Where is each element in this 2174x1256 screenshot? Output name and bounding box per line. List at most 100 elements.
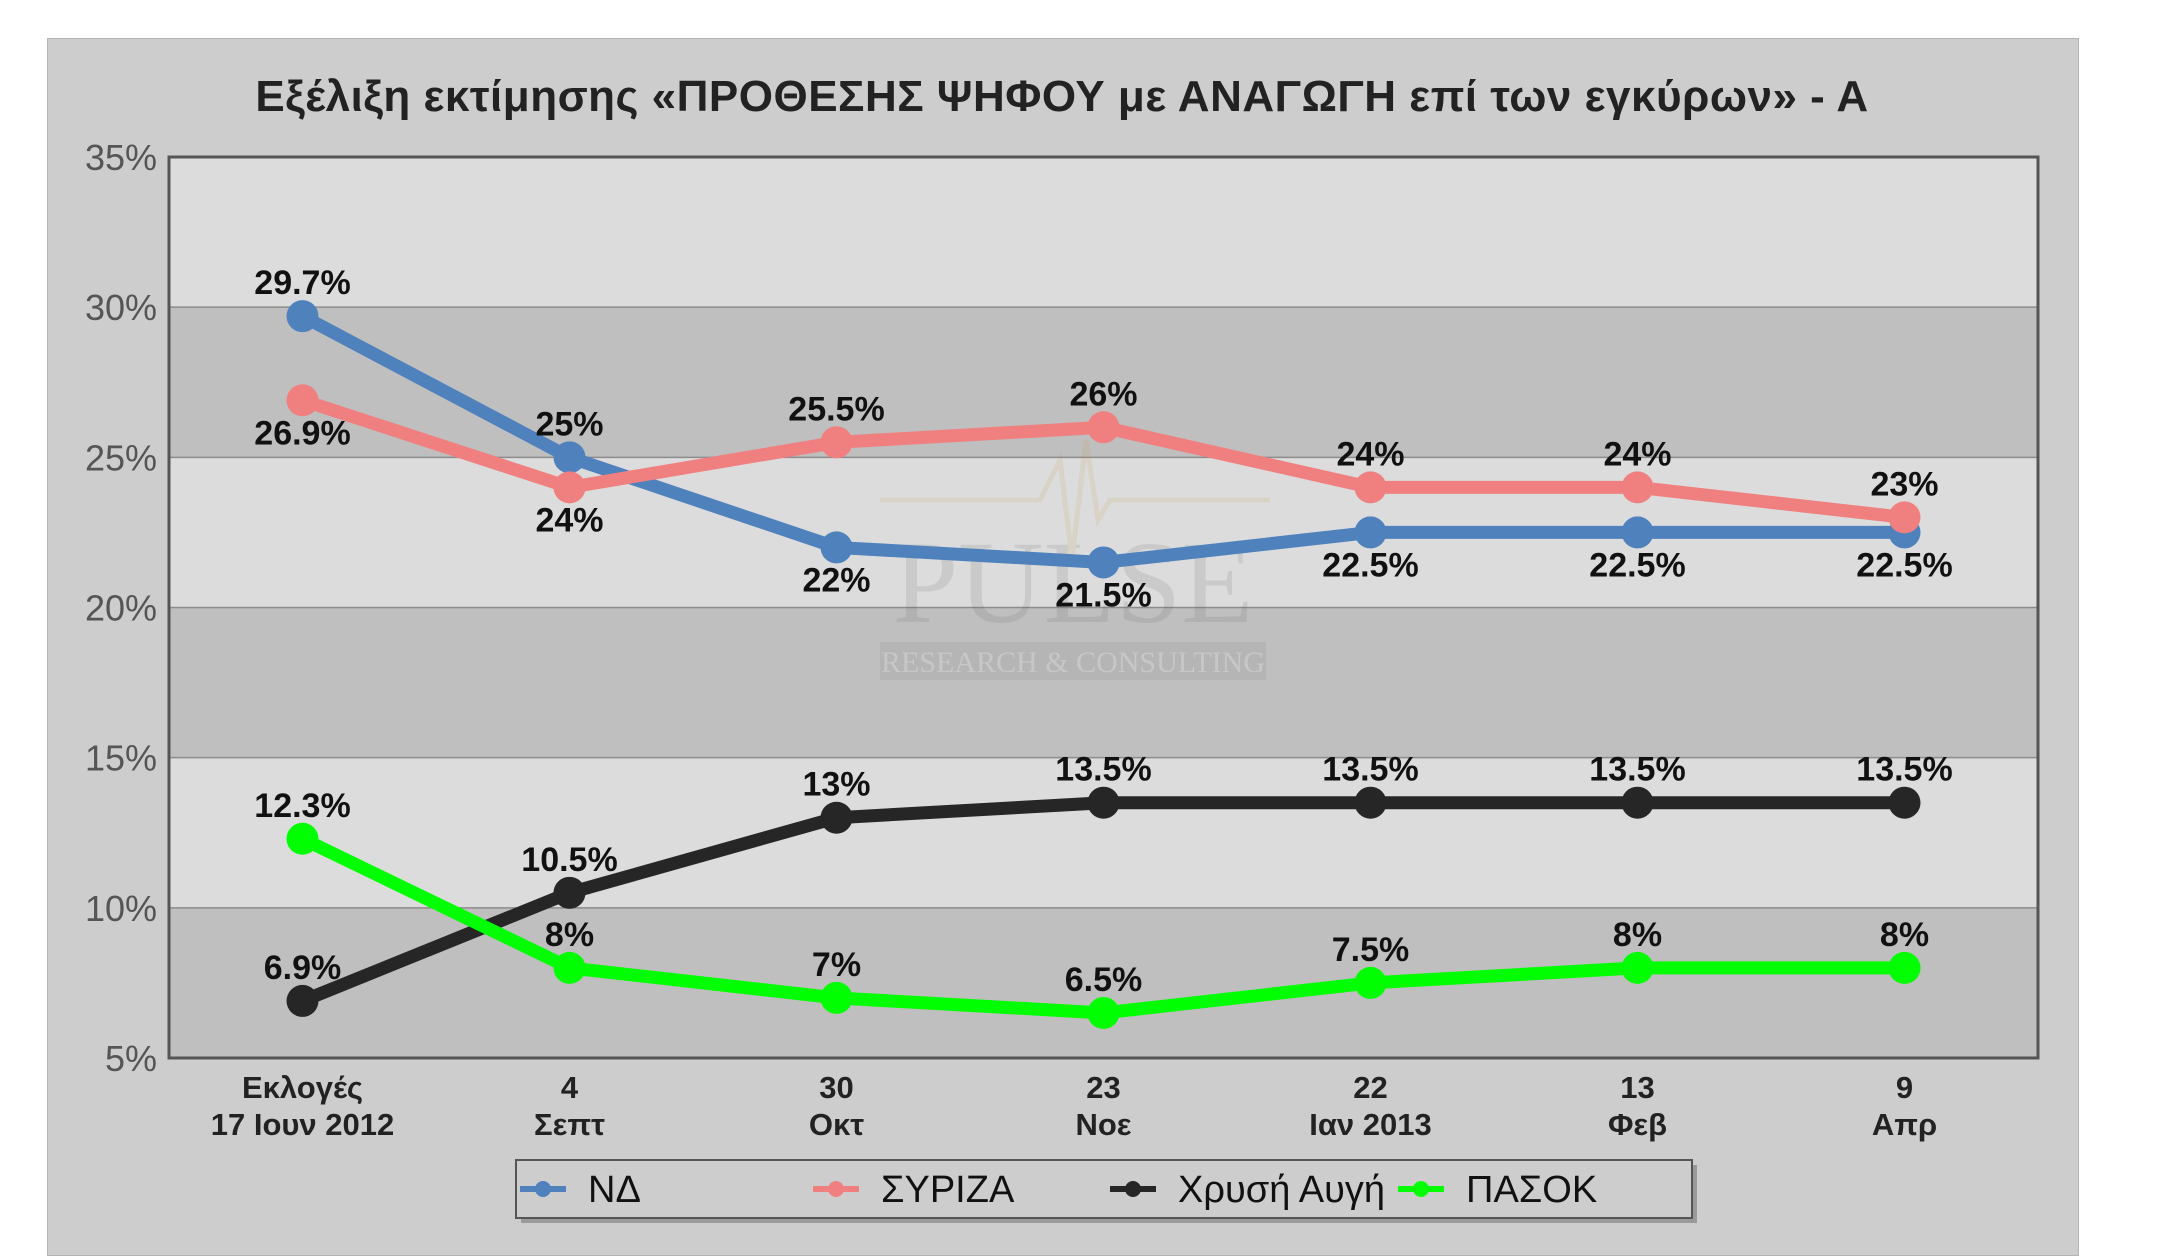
data-labels: 29.7% 25% 22% 21.5% 22.5% 22.5% 22.5% 26.9% 24% 2…: [254, 264, 1952, 999]
data-label: 22%: [802, 561, 870, 599]
data-label: 7.5%: [1332, 931, 1410, 969]
data-point-pasok: [1888, 951, 1921, 984]
legend-label-nd: ΝΔ: [588, 1169, 641, 1211]
data-label: 8%: [545, 916, 594, 954]
x-tick-label: Εκλογές: [242, 1070, 363, 1105]
data-point-syriza: [553, 471, 586, 504]
x-tick-label: Φεβ: [1608, 1107, 1667, 1142]
x-tick-label: Νοε: [1075, 1107, 1131, 1142]
legend-swatch-marker-syriza: [828, 1181, 844, 1197]
legend-box: [515, 1159, 1693, 1219]
data-point-syriza: [1354, 471, 1387, 504]
data-label: 26.9%: [254, 414, 350, 452]
data-label: 10.5%: [521, 841, 617, 879]
x-tick-label: Ιαν 2013: [1309, 1107, 1432, 1142]
data-label: 6.9%: [264, 949, 342, 987]
data-label: 12.3%: [254, 787, 350, 825]
y-tick-label: 35%: [85, 137, 157, 178]
data-point-pasok: [286, 822, 319, 855]
legend-swatch-marker-xrysi-avgi: [1125, 1181, 1141, 1197]
x-tick-label: 23: [1086, 1070, 1120, 1105]
data-point-xrysi-avgi: [286, 984, 319, 1017]
watermark-logo: PULSE RESEARCH & CONSULTING: [880, 439, 1270, 680]
x-tick-label: 17 Ιουν 2012: [211, 1107, 395, 1142]
y-tick-label: 15%: [85, 738, 157, 779]
data-label: 6.5%: [1065, 961, 1143, 999]
data-point-pasok: [820, 981, 853, 1014]
legend-swatch-marker-pasok: [1413, 1181, 1429, 1197]
data-point-xrysi-avgi: [1888, 786, 1921, 819]
data-point-nd: [820, 531, 853, 564]
data-point-syriza: [286, 384, 319, 417]
data-label: 21.5%: [1055, 576, 1151, 614]
legend-swatch-marker-nd: [535, 1181, 551, 1197]
data-label: 13.5%: [1856, 751, 1952, 789]
data-label: 22.5%: [1322, 546, 1418, 584]
legend-label-syriza: ΣΥΡΙΖΑ: [881, 1169, 1015, 1211]
data-label: 22.5%: [1856, 546, 1952, 584]
data-label: 13.5%: [1589, 751, 1685, 789]
x-tick-label: 4: [561, 1070, 579, 1105]
legend: ΝΔ ΣΥΡΙΖΑ Χρυσή Αυγή ΠΑΣΟΚ: [515, 1159, 1697, 1223]
plot-band: [169, 607, 2038, 758]
watermark-tagline-bar: [880, 642, 1266, 680]
data-label: 13%: [802, 766, 870, 804]
data-label: 26%: [1069, 375, 1137, 413]
data-label: 23%: [1870, 465, 1938, 503]
plot-border: [167, 155, 2040, 1060]
plot-band: [169, 157, 2038, 308]
data-point-xrysi-avgi: [553, 876, 586, 909]
data-point-xrysi-avgi: [1621, 786, 1654, 819]
data-label: 25%: [535, 405, 603, 443]
data-point-pasok: [1354, 966, 1387, 999]
x-tick-label: 30: [819, 1070, 853, 1105]
data-point-syriza: [1888, 501, 1921, 534]
legend-label-xrysi-avgi: Χρυσή Αυγή: [1178, 1169, 1385, 1211]
data-point-xrysi-avgi: [1354, 786, 1387, 819]
watermark-tagline: RESEARCH & CONSULTING: [881, 646, 1265, 679]
data-label: 7%: [812, 946, 861, 984]
data-point-xrysi-avgi: [820, 801, 853, 834]
watermark-logo-text: PULSE: [893, 517, 1254, 648]
y-tick-label: 25%: [85, 437, 157, 478]
data-label: 24%: [535, 501, 603, 539]
chart-title: Εξέλιξη εκτίμησης «ΠΡΟΘΕΣΗΣ ΨΗΦΟΥ με ΑΝΑ…: [255, 72, 1869, 121]
x-tick-label: Οκτ: [809, 1107, 864, 1142]
data-point-xrysi-avgi: [1087, 786, 1120, 819]
legend-label-pasok: ΠΑΣΟΚ: [1466, 1169, 1597, 1211]
data-point-nd: [1354, 516, 1387, 549]
data-point-pasok: [1087, 996, 1120, 1029]
x-tick-label: 9: [1896, 1070, 1913, 1105]
series-points: [286, 300, 1921, 1029]
watermark-pulse-line: [880, 439, 1270, 561]
data-point-syriza: [820, 426, 853, 459]
data-point-nd: [553, 441, 586, 474]
data-point-nd: [1621, 516, 1654, 549]
data-label: 24%: [1603, 435, 1671, 473]
data-label: 13.5%: [1322, 751, 1418, 789]
y-tick-label: 20%: [85, 588, 157, 629]
data-point-nd: [286, 300, 319, 333]
data-label: 29.7%: [254, 264, 350, 302]
data-label: 8%: [1880, 916, 1929, 954]
data-label: 8%: [1613, 916, 1662, 954]
data-point-syriza: [1621, 471, 1654, 504]
x-tick-label: 22: [1353, 1070, 1387, 1105]
y-tick-label: 5%: [105, 1038, 157, 1079]
x-tick-label: Σεπτ: [534, 1107, 605, 1142]
data-label: 13.5%: [1055, 751, 1151, 789]
data-point-pasok: [553, 951, 586, 984]
y-axis: 5% 10% 15% 20% 25% 30% 35%: [85, 137, 157, 1079]
plot-band: [169, 757, 2038, 908]
plot-bands: [167, 155, 2040, 1060]
data-label: 22.5%: [1589, 546, 1685, 584]
data-point-nd: [1087, 546, 1120, 579]
data-label: 25.5%: [788, 390, 884, 428]
data-label: 24%: [1336, 435, 1404, 473]
x-tick-label: Απρ: [1872, 1107, 1937, 1142]
data-point-syriza: [1087, 411, 1120, 444]
data-point-pasok: [1621, 951, 1654, 984]
x-tick-label: 13: [1620, 1070, 1654, 1105]
